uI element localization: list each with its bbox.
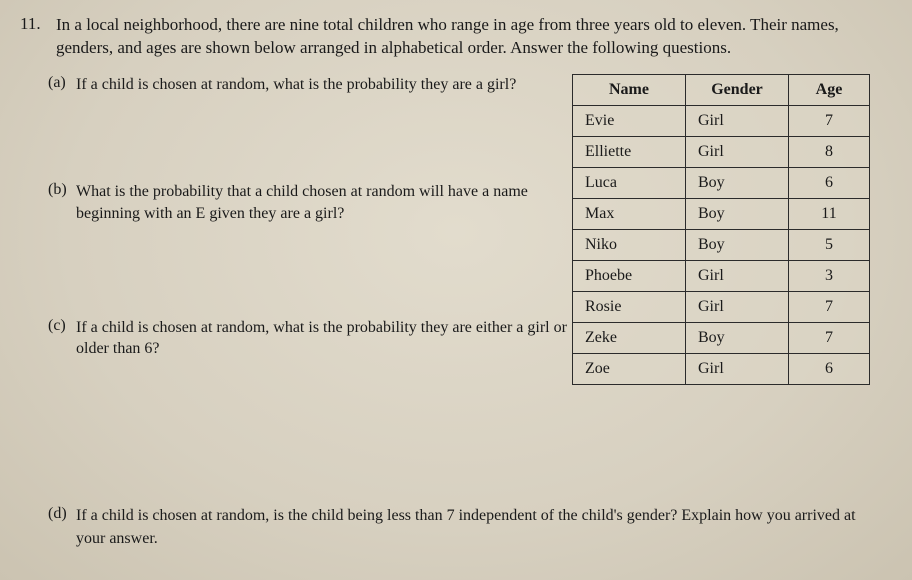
cell-gender: Girl <box>686 291 789 322</box>
cell-age: 8 <box>789 136 870 167</box>
table-row: Phoebe Girl 3 <box>573 260 870 291</box>
cell-gender: Boy <box>686 167 789 198</box>
cell-gender: Boy <box>686 229 789 260</box>
part-d-label: (d) <box>48 505 76 550</box>
cell-age: 7 <box>789 322 870 353</box>
cell-name: Evie <box>573 105 686 136</box>
header-gender: Gender <box>686 74 789 105</box>
cell-name: Niko <box>573 229 686 260</box>
table-row: Zoe Girl 6 <box>573 353 870 384</box>
part-a-label: (a) <box>48 74 76 96</box>
part-c-label: (c) <box>48 317 76 360</box>
cell-age: 7 <box>789 105 870 136</box>
question-number: 11. <box>20 14 41 34</box>
header-age: Age <box>789 74 870 105</box>
table-body: Evie Girl 7 Elliette Girl 8 Luca Boy 6 M… <box>573 105 870 384</box>
parts-column: (a) If a child is chosen at random, what… <box>48 74 578 436</box>
table-row: Zeke Boy 7 <box>573 322 870 353</box>
cell-name: Rosie <box>573 291 686 322</box>
spacer <box>48 103 578 181</box>
worksheet-page: 11. In a local neighborhood, there are n… <box>0 0 912 580</box>
cell-age: 5 <box>789 229 870 260</box>
cell-name: Elliette <box>573 136 686 167</box>
table-header-row: Name Gender Age <box>573 74 870 105</box>
cell-age: 6 <box>789 353 870 384</box>
table-row: Luca Boy 6 <box>573 167 870 198</box>
table-row: Max Boy 11 <box>573 198 870 229</box>
cell-gender: Girl <box>686 105 789 136</box>
table-row: Rosie Girl 7 <box>573 291 870 322</box>
cell-name: Luca <box>573 167 686 198</box>
cell-age: 11 <box>789 198 870 229</box>
cell-gender: Girl <box>686 260 789 291</box>
cell-age: 7 <box>789 291 870 322</box>
table-row: Niko Boy 5 <box>573 229 870 260</box>
cell-name: Zeke <box>573 322 686 353</box>
content-area: (a) If a child is chosen at random, what… <box>48 74 876 436</box>
part-c-text: If a child is chosen at random, what is … <box>76 317 578 360</box>
part-d-text: If a child is chosen at random, is the c… <box>76 505 876 550</box>
table-row: Evie Girl 7 <box>573 105 870 136</box>
cell-gender: Girl <box>686 136 789 167</box>
children-table: Name Gender Age Evie Girl 7 Elliette Gir… <box>572 74 870 385</box>
question-intro: In a local neighborhood, there are nine … <box>56 14 866 60</box>
cell-gender: Girl <box>686 353 789 384</box>
cell-gender: Boy <box>686 322 789 353</box>
part-b-label: (b) <box>48 181 76 224</box>
part-b: (b) What is the probability that a child… <box>48 181 578 224</box>
part-a-text: If a child is chosen at random, what is … <box>76 74 516 96</box>
spacer <box>48 368 578 436</box>
cell-age: 6 <box>789 167 870 198</box>
header-name: Name <box>573 74 686 105</box>
cell-name: Zoe <box>573 353 686 384</box>
part-a: (a) If a child is chosen at random, what… <box>48 74 578 96</box>
part-c: (c) If a child is chosen at random, what… <box>48 317 578 360</box>
spacer <box>48 233 578 317</box>
table-row: Elliette Girl 8 <box>573 136 870 167</box>
cell-name: Max <box>573 198 686 229</box>
cell-gender: Boy <box>686 198 789 229</box>
cell-name: Phoebe <box>573 260 686 291</box>
part-d: (d) If a child is chosen at random, is t… <box>48 505 876 550</box>
cell-age: 3 <box>789 260 870 291</box>
part-b-text: What is the probability that a child cho… <box>76 181 578 224</box>
